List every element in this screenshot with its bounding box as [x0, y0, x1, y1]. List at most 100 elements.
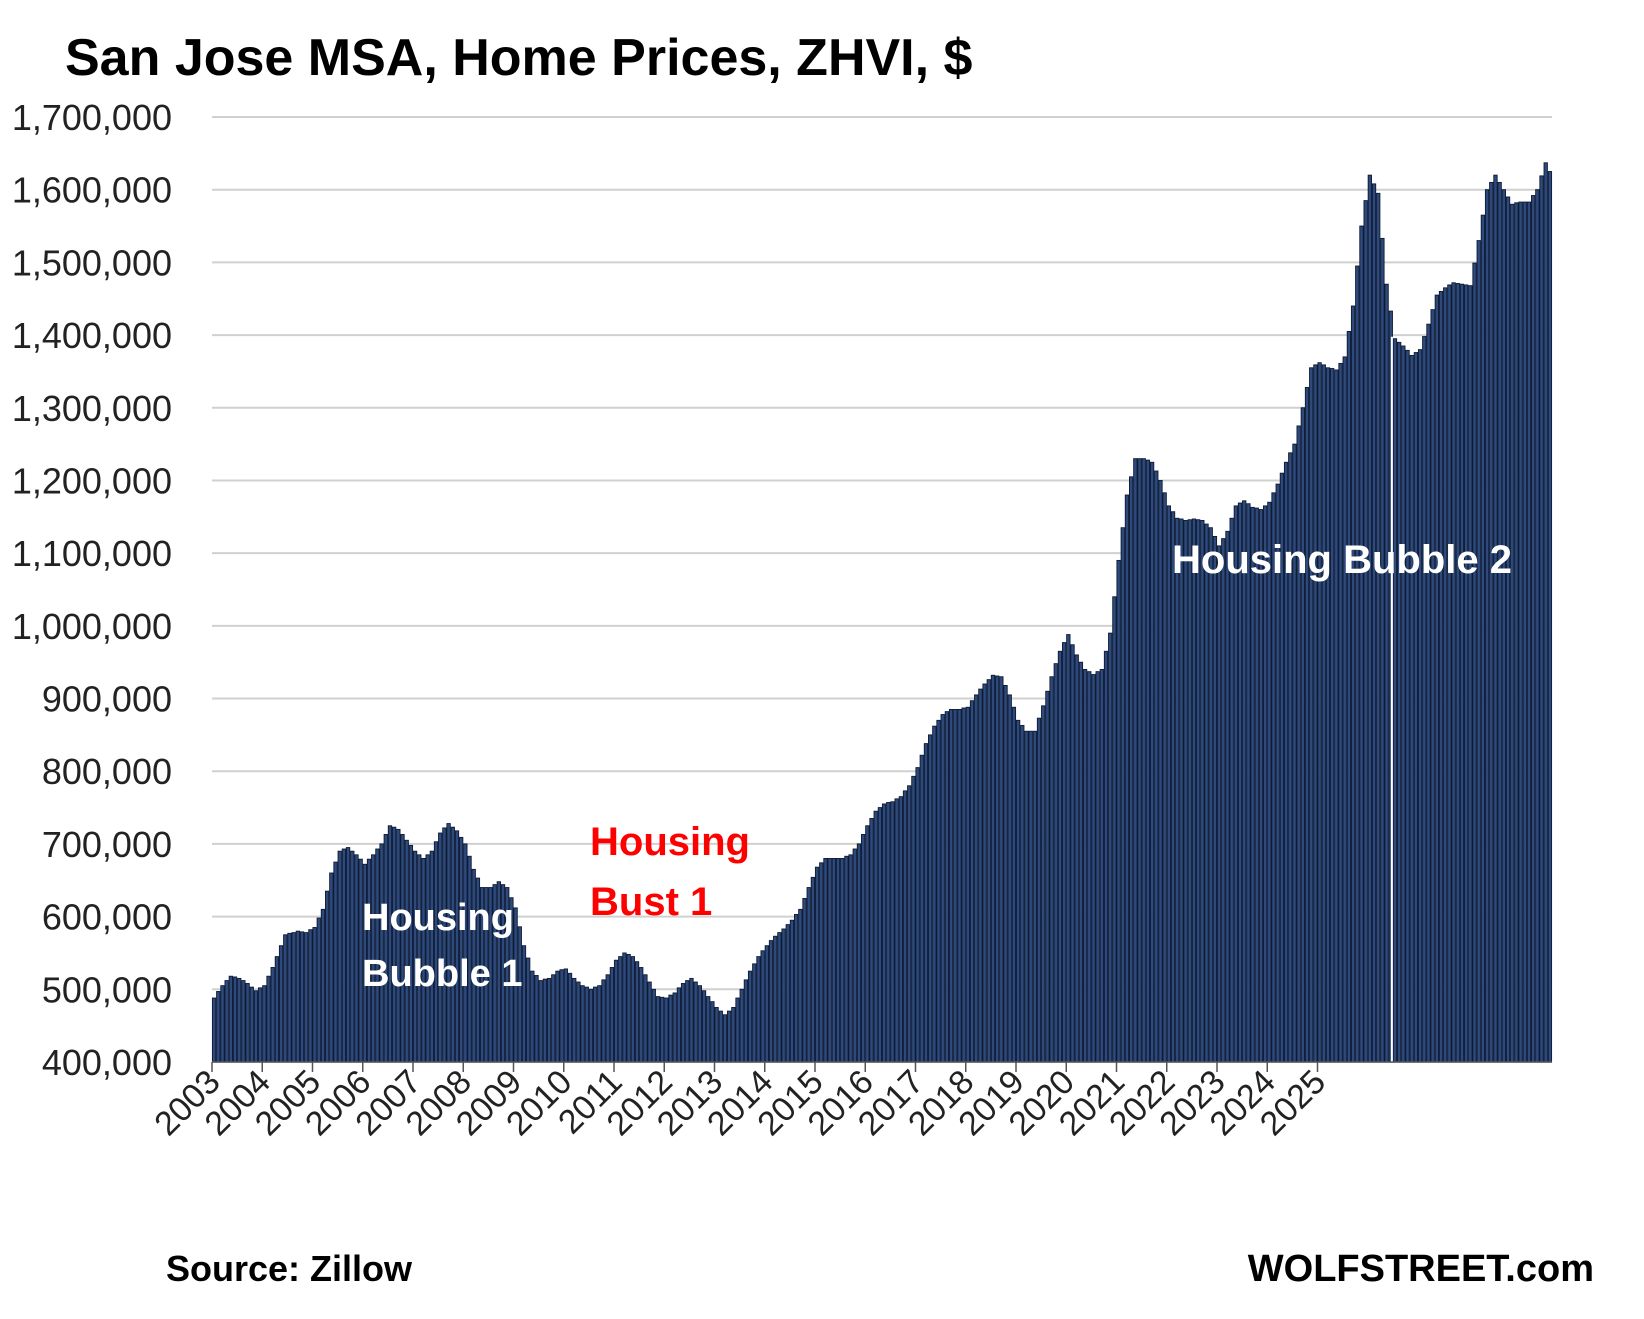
y-tick-label: 700,000: [42, 824, 172, 865]
bar: [672, 992, 677, 1063]
bar: [262, 985, 267, 1063]
bar: [1133, 458, 1138, 1063]
bar: [283, 934, 288, 1063]
bar: [1200, 519, 1205, 1063]
bar: [559, 969, 564, 1063]
bar: [433, 841, 439, 1063]
bar: [1221, 538, 1226, 1063]
bar: [1254, 507, 1259, 1063]
y-tick-label: 1,200,000: [12, 460, 172, 501]
x-axis-tick-labels: 2003200420052006200720082009201020112012…: [147, 1061, 1552, 1143]
bar: [1158, 480, 1163, 1063]
annotation-text: Housing: [590, 820, 750, 864]
y-tick-label: 500,000: [42, 969, 172, 1010]
bar: [1480, 214, 1486, 1063]
annotation-text: Housing Bubble 2: [1172, 538, 1512, 582]
bar: [869, 818, 874, 1063]
bar: [823, 858, 828, 1063]
bar: [848, 854, 853, 1063]
bar: [1367, 174, 1372, 1063]
bar: [668, 994, 673, 1063]
bar: [526, 957, 531, 1063]
bar: [1045, 690, 1050, 1063]
bar: [1007, 694, 1012, 1063]
bar: [546, 977, 552, 1063]
bar: [609, 967, 615, 1063]
bar: [718, 1010, 723, 1063]
bar: [1062, 642, 1067, 1063]
bar: [618, 956, 623, 1063]
bar: [530, 970, 535, 1063]
bar: [806, 887, 811, 1063]
chart-title: San Jose MSA, Home Prices, ZHVI, $: [65, 29, 973, 87]
bar: [459, 836, 464, 1063]
bar: [739, 988, 744, 1063]
bar: [898, 796, 903, 1063]
bar: [1082, 669, 1088, 1063]
bar: [1196, 519, 1201, 1063]
bar: [622, 952, 627, 1063]
bar: [936, 719, 941, 1063]
bar: [1095, 671, 1100, 1063]
bar: [454, 830, 460, 1063]
bar: [714, 1007, 719, 1063]
bar: [1355, 265, 1360, 1063]
bar: [597, 985, 602, 1063]
bar: [835, 858, 841, 1063]
bar: [1237, 502, 1243, 1063]
bar: [308, 929, 313, 1063]
bar: [1204, 523, 1209, 1063]
bar: [915, 767, 920, 1063]
bar: [1246, 503, 1251, 1063]
y-tick-label: 1,300,000: [12, 388, 172, 429]
bar: [345, 847, 351, 1063]
bar: [316, 917, 321, 1063]
bar: [1309, 367, 1314, 1063]
bar-chart: 400,000 500,000 600,000 700,000 800,000 900,0…: [12, 97, 1553, 1143]
bar: [232, 976, 238, 1063]
bar: [697, 985, 702, 1063]
bar: [1024, 730, 1029, 1063]
bar: [1526, 201, 1532, 1063]
bar: [1522, 201, 1527, 1063]
bar: [1518, 201, 1523, 1063]
bar: [1401, 345, 1406, 1063]
bar: [639, 967, 644, 1063]
bar: [1292, 443, 1297, 1063]
bar: [873, 810, 878, 1063]
bar: [660, 996, 665, 1063]
bar: [990, 674, 996, 1063]
bar: [965, 706, 970, 1063]
bar: [1103, 650, 1109, 1063]
bar: [521, 945, 527, 1063]
y-tick-label: 1,400,000: [12, 315, 172, 356]
bar: [542, 978, 548, 1063]
bar: [1191, 518, 1197, 1063]
bar: [710, 1001, 715, 1063]
bar: [1472, 262, 1477, 1063]
bar: [1250, 506, 1255, 1063]
y-tick-label: 1,100,000: [12, 533, 172, 574]
bar: [387, 825, 393, 1063]
bar: [1091, 674, 1096, 1063]
bar: [396, 828, 401, 1063]
bar: [948, 708, 954, 1063]
bar: [1003, 685, 1008, 1063]
bar: [928, 734, 933, 1063]
bar: [1099, 669, 1104, 1063]
bar: [1547, 171, 1553, 1063]
bar: [1313, 364, 1318, 1063]
bar: [1041, 705, 1046, 1063]
bar: [827, 858, 832, 1063]
y-tick-label: 1,000,000: [12, 606, 172, 647]
bar: [1397, 341, 1402, 1063]
bar: [333, 861, 338, 1063]
bar: [789, 919, 795, 1063]
bar: [392, 826, 397, 1063]
bar: [693, 981, 698, 1063]
bar: [1149, 461, 1155, 1063]
bar: [354, 854, 359, 1063]
bar: [1032, 730, 1037, 1063]
bar: [1359, 225, 1364, 1063]
bar: [1455, 283, 1460, 1063]
